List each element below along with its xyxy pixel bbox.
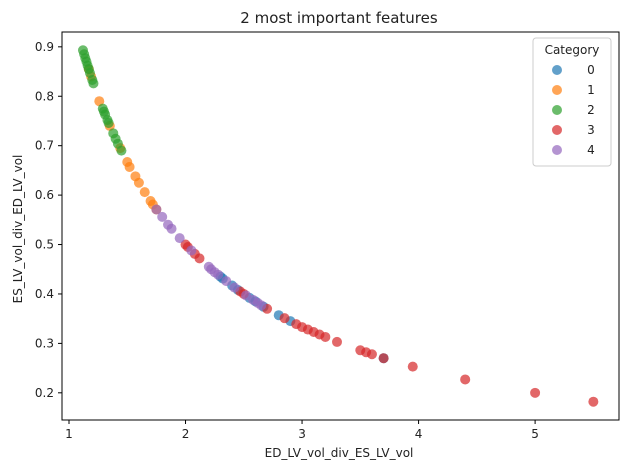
legend-item-0: 0 xyxy=(552,63,595,77)
data-point xyxy=(194,253,205,264)
y-tick-label: 0.3 xyxy=(35,336,54,350)
legend-box xyxy=(532,37,612,167)
data-point xyxy=(460,374,471,385)
legend: Category 0 1 2 3 4 xyxy=(532,37,612,167)
legend-item-3: 3 xyxy=(552,123,595,137)
data-point xyxy=(366,349,377,360)
data-point xyxy=(378,353,389,364)
data-point xyxy=(139,187,150,198)
x-tick-label: 1 xyxy=(65,427,73,441)
data-point xyxy=(256,300,267,311)
x-tick-label: 3 xyxy=(298,427,306,441)
data-point xyxy=(186,245,197,256)
legend-label: 0 xyxy=(587,63,595,77)
legend-item-2: 2 xyxy=(552,103,595,117)
plot-frame xyxy=(61,31,620,421)
data-point xyxy=(116,145,127,156)
series-4 xyxy=(151,204,267,311)
legend-label: 1 xyxy=(587,83,595,97)
data-point xyxy=(221,276,232,287)
data-point xyxy=(166,223,177,234)
legend-title: Category xyxy=(545,43,600,57)
data-point xyxy=(320,331,331,342)
y-tick-label: 0.4 xyxy=(35,287,54,301)
y-tick-label: 0.5 xyxy=(35,238,54,252)
series-3 xyxy=(180,239,599,407)
x-axis: 1 2 3 4 5 xyxy=(65,420,539,441)
y-axis: 0.2 0.3 0.4 0.5 0.6 0.7 0.8 0.9 xyxy=(35,40,62,400)
legend-marker xyxy=(552,105,562,115)
y-tick-label: 0.6 xyxy=(35,188,54,202)
data-point xyxy=(124,161,135,172)
data-point xyxy=(174,233,185,244)
y-axis-label: ES_LV_vol_div_ED_LV_vol xyxy=(11,155,25,304)
chart-title: 2 most important features xyxy=(240,9,438,27)
y-tick-label: 0.7 xyxy=(35,139,54,153)
data-point xyxy=(94,96,105,107)
data-point xyxy=(407,361,418,372)
data-point xyxy=(151,204,162,215)
data-point xyxy=(157,211,168,222)
y-tick-label: 0.8 xyxy=(35,89,54,103)
x-tick-label: 2 xyxy=(182,427,190,441)
x-tick-label: 5 xyxy=(531,427,539,441)
legend-marker xyxy=(552,65,562,75)
plot-area xyxy=(77,45,599,407)
legend-label: 2 xyxy=(587,103,595,117)
y-tick-label: 0.2 xyxy=(35,386,54,400)
legend-label: 4 xyxy=(587,143,595,157)
x-tick-label: 4 xyxy=(415,427,423,441)
legend-marker xyxy=(552,125,562,135)
data-point xyxy=(229,282,240,293)
legend-item-4: 4 xyxy=(552,143,595,157)
data-point xyxy=(133,177,144,188)
data-point xyxy=(279,313,290,324)
legend-item-1: 1 xyxy=(552,83,595,97)
y-tick-label: 0.9 xyxy=(35,40,54,54)
series-2 xyxy=(77,45,127,156)
data-point xyxy=(332,336,342,347)
legend-items: 0 1 2 3 4 xyxy=(552,63,595,157)
x-axis-label: ED_LV_vol_div_ES_LV_vol xyxy=(265,446,414,460)
data-point xyxy=(103,117,114,128)
legend-marker xyxy=(552,85,562,95)
data-point xyxy=(88,78,99,89)
legend-label: 3 xyxy=(587,123,595,137)
data-point xyxy=(588,396,599,407)
data-point xyxy=(530,387,541,398)
legend-marker xyxy=(552,145,562,155)
data-point xyxy=(213,269,224,280)
